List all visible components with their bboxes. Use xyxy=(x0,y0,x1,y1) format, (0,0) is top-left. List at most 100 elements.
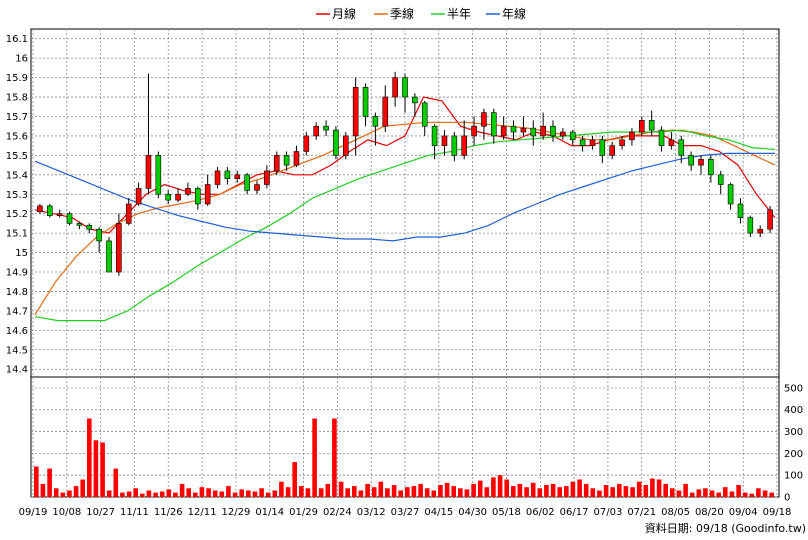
volume-bar xyxy=(550,483,556,497)
price-y-tick-label: 15.5 xyxy=(6,151,28,162)
volume-bar xyxy=(716,492,721,497)
price-y-tick-label: 15 xyxy=(15,248,28,259)
x-tick-label: 01/14 xyxy=(255,507,284,518)
volume-bar xyxy=(564,486,569,497)
price-y-tick-label: 14.6 xyxy=(6,326,28,337)
candle-body xyxy=(135,188,142,205)
volume-bar xyxy=(623,486,629,497)
candle-body xyxy=(96,228,102,242)
volume-bar xyxy=(524,487,529,497)
volume-bar xyxy=(47,468,52,497)
volume-bar xyxy=(749,493,755,497)
price-y-tick-label: 14.8 xyxy=(6,287,28,298)
candle-body xyxy=(283,155,290,166)
volume-bar xyxy=(226,486,231,497)
candle-body xyxy=(86,225,93,230)
volume-bar xyxy=(265,492,271,497)
volume-bar xyxy=(736,485,741,497)
volume-bar xyxy=(299,486,304,497)
price-y-tick-label: 15.6 xyxy=(6,131,28,142)
volume-bar xyxy=(325,483,331,497)
x-axis: 09/19 10/08 10/27 11/11 11/26 12/11 12/29 01/14… xyxy=(19,507,792,518)
candle-body xyxy=(165,193,171,201)
candle-body xyxy=(747,217,754,234)
volume-bar xyxy=(418,483,423,497)
volume-bar xyxy=(87,418,92,497)
volume-bar xyxy=(557,487,562,497)
candle-body xyxy=(303,135,310,152)
volume-bar xyxy=(34,466,39,497)
price-y-tick-label: 15.7 xyxy=(6,112,28,123)
candle-body xyxy=(698,158,704,166)
candle-body xyxy=(56,213,63,216)
volume-bar xyxy=(484,487,490,497)
candle-body xyxy=(106,240,112,273)
volume-bar xyxy=(696,489,702,497)
volume-bar xyxy=(358,490,364,497)
candle-body xyxy=(727,184,734,205)
volume-bar xyxy=(179,483,185,497)
volume-bar xyxy=(723,487,728,497)
volume-bar xyxy=(391,485,397,497)
volume-bar xyxy=(100,442,105,497)
x-tick-label: 01/29 xyxy=(289,507,318,518)
legend: 月線 季線 半年 年線 xyxy=(316,6,526,21)
volume-bar xyxy=(530,482,536,497)
x-tick-label: 04/30 xyxy=(458,507,487,518)
volume-bar xyxy=(497,475,503,497)
volume-bar xyxy=(570,481,576,497)
candle-body xyxy=(333,129,339,156)
volume-bar xyxy=(159,491,165,497)
volume-bar xyxy=(120,492,125,497)
volume-bar xyxy=(73,486,79,497)
volume-bar xyxy=(385,488,390,497)
x-tick-label: 12/11 xyxy=(188,507,217,518)
candle-body xyxy=(717,174,724,185)
volume-bar xyxy=(53,488,59,497)
volume-bar xyxy=(762,490,768,497)
volume-bar xyxy=(252,491,258,497)
volume-bar xyxy=(742,492,748,497)
ma-line-3 xyxy=(34,152,775,242)
price-y-tick-label: 16.1 xyxy=(6,34,28,45)
volume-bar xyxy=(279,481,284,497)
volume-bar xyxy=(504,479,509,497)
legend-label-quarter: 季線 xyxy=(390,6,414,21)
price-panel: 14.4 14.5 14.6 14.7 14.8 14.9 15 15.1 15.2 15.3 15… xyxy=(6,28,780,378)
volume-bar xyxy=(126,491,132,497)
volume-bar xyxy=(683,483,688,497)
volume-bar xyxy=(769,492,774,497)
volume-bar xyxy=(643,485,649,497)
candle-body xyxy=(668,139,675,146)
candle-body xyxy=(629,131,635,141)
price-y-tick-label: 15.8 xyxy=(6,93,28,104)
price-y-tick-label: 14.5 xyxy=(6,345,28,356)
volume-bar xyxy=(444,482,450,497)
candle-body xyxy=(412,96,418,104)
price-y-tick-label: 15.3 xyxy=(6,190,28,201)
price-y-tick-label: 14.9 xyxy=(6,268,28,279)
candle-body xyxy=(678,139,685,156)
volume-bar xyxy=(67,490,72,497)
x-tick-label: 10/27 xyxy=(86,507,115,518)
volume-bar xyxy=(338,481,344,497)
candle-body xyxy=(648,120,655,131)
candle-body xyxy=(155,155,162,195)
volume-bar xyxy=(597,490,602,497)
volume-bar xyxy=(703,488,708,497)
volume-bar xyxy=(511,486,516,497)
volume-bar xyxy=(610,487,615,497)
candle-body xyxy=(46,205,53,216)
candle-body xyxy=(530,127,537,137)
price-y-tick-label: 15.9 xyxy=(6,73,28,84)
volume-bar xyxy=(464,489,470,497)
candle-body xyxy=(195,188,201,205)
candle-body xyxy=(382,96,389,127)
volume-bar xyxy=(345,488,350,497)
volume-bar xyxy=(259,488,264,497)
volume-y-tick-label: 0 xyxy=(784,493,790,504)
volume-bar xyxy=(378,481,384,497)
volume-y-tick-label: 200 xyxy=(784,449,803,460)
price-y-tick-label: 15.4 xyxy=(6,170,28,181)
candle-body xyxy=(421,102,428,127)
